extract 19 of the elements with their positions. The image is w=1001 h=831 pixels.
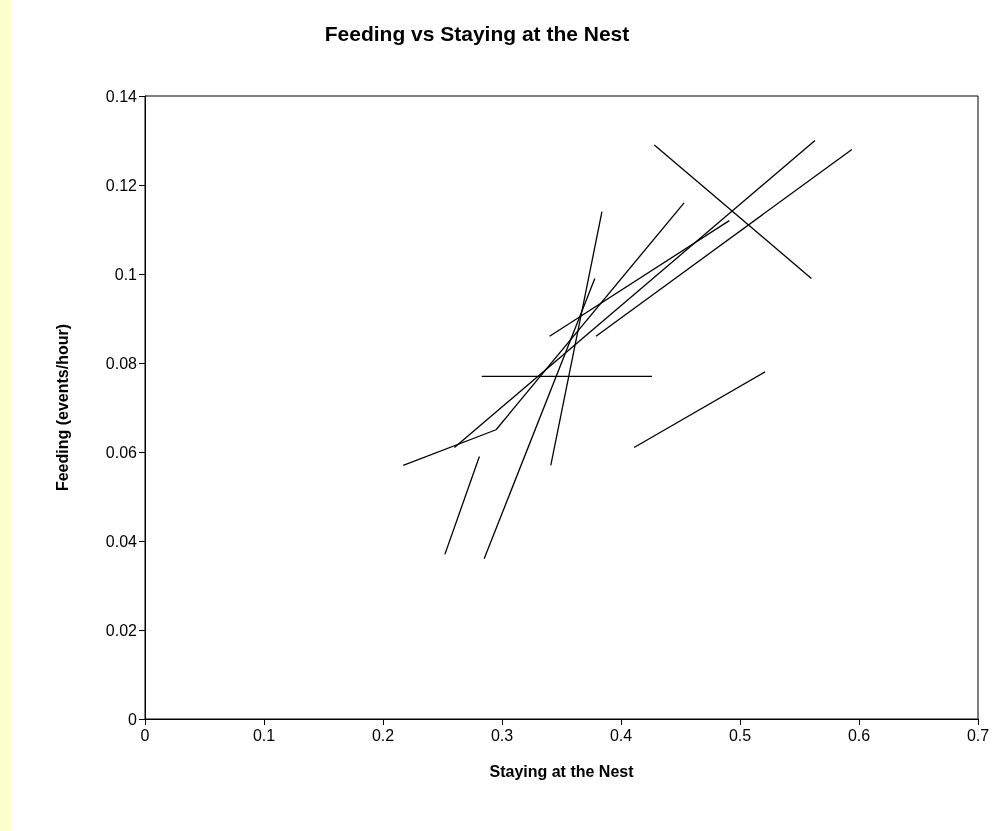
x-tick-label: 0.1 (252, 726, 276, 744)
x-tick-label: 0.5 (728, 726, 752, 744)
y-tick-label: 0.12 (105, 176, 138, 194)
x-tick-label: 0.4 (609, 726, 633, 744)
x-tick-label: 0.6 (847, 726, 871, 744)
x-tick-label: 0.2 (371, 726, 395, 744)
x-axis-title: Staying at the Nest (489, 762, 635, 780)
y-tick-label: 0.06 (105, 443, 138, 461)
y-tick-label: 0.08 (105, 354, 138, 372)
y-tick-label: 0.14 (105, 87, 138, 105)
y-axis-title: Feeding (events/hour) (53, 323, 71, 492)
x-tick-label: 0 (140, 726, 150, 744)
chart-title: Feeding vs Staying at the Nest (324, 22, 630, 45)
y-tick-label: 0.02 (105, 621, 138, 639)
y-tick-label: 0 (128, 710, 138, 728)
x-tick-label: 0.3 (490, 726, 514, 744)
y-tick-label: 0.04 (105, 532, 138, 550)
y-tick-label: 0.1 (114, 265, 138, 283)
x-tick-label: 0.7 (966, 726, 990, 744)
